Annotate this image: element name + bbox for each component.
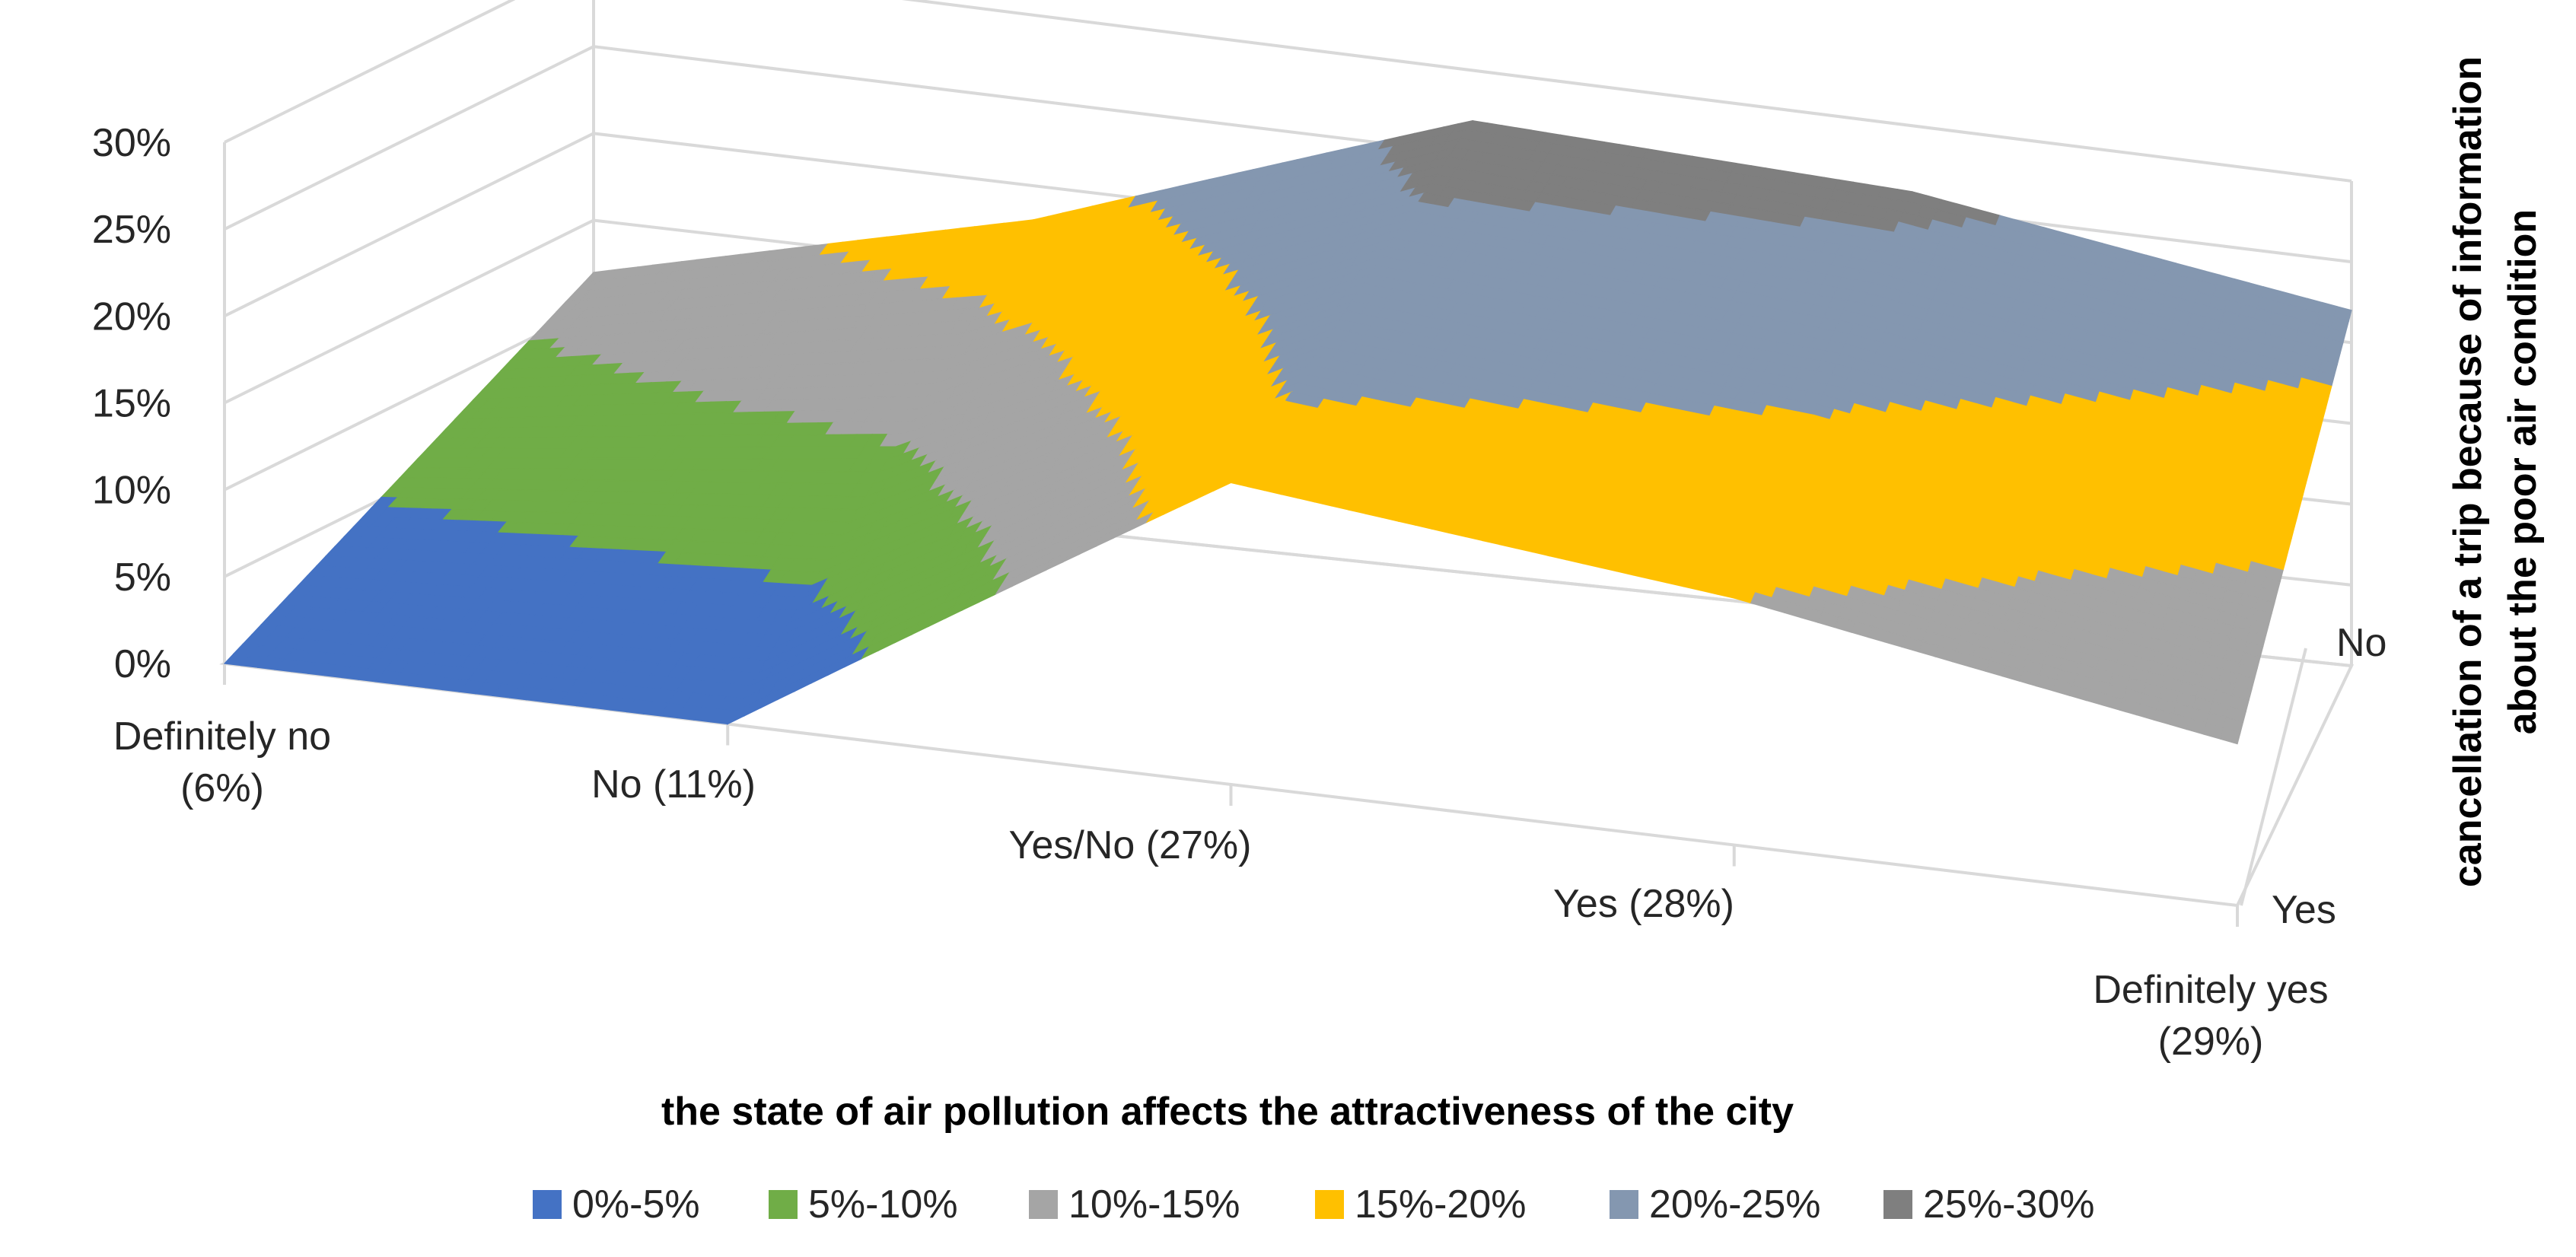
y-tick-label: 20%	[92, 294, 171, 339]
legend-swatch	[1610, 1190, 1638, 1219]
legend-swatch	[1029, 1190, 1058, 1219]
series-label-no: No	[2336, 621, 2387, 665]
legend-label: 25%-30%	[1923, 1182, 2094, 1227]
legend-swatch	[1883, 1190, 1912, 1219]
x-axis-title: the state of air pollution affects the a…	[661, 1090, 1794, 1134]
y-tick-label: 0%	[114, 642, 171, 686]
y-tick-label: 5%	[114, 555, 171, 600]
category-label: Definitely yes	[2093, 968, 2328, 1012]
y-tick-label: 15%	[92, 382, 171, 426]
chart-walls	[219, 0, 2355, 927]
legend-swatch	[533, 1190, 562, 1219]
gridline	[224, 0, 2352, 183]
category-label: No (11%)	[591, 762, 756, 807]
y-tick-label: 25%	[92, 208, 171, 252]
legend-swatch	[1315, 1190, 1344, 1219]
y-tick-label: 30%	[92, 121, 171, 165]
legend-label: 0%-5%	[572, 1182, 700, 1227]
category-label: (6%)	[180, 766, 264, 810]
legend-label: 10%-15%	[1068, 1182, 1240, 1227]
category-label: Definitely no	[113, 714, 331, 759]
category-label: Yes/No (27%)	[1009, 823, 1252, 867]
legend-swatch	[769, 1190, 798, 1219]
legend-label: 20%-25%	[1649, 1182, 1820, 1227]
z-axis-title: cancellation of a trip because of inform…	[2446, 56, 2545, 887]
series-label-yes: Yes	[2272, 888, 2336, 932]
z-axis-title-line-1: cancellation of a trip because of inform…	[2446, 56, 2490, 887]
legend-label: 15%-20%	[1355, 1182, 1526, 1227]
legend-label: 5%-10%	[808, 1182, 958, 1227]
y-tick-label: 10%	[92, 469, 171, 513]
surface-plot	[223, 119, 2352, 745]
z-axis-title-line-2: about the poor air condition	[2501, 209, 2545, 734]
category-label: (29%)	[2158, 1020, 2264, 1064]
category-label: Yes (28%)	[1553, 882, 1734, 926]
legend: 0%-5% 5%-10% 10%-15% 15%-20% 20%-25% 25%-30%	[533, 1182, 2094, 1227]
